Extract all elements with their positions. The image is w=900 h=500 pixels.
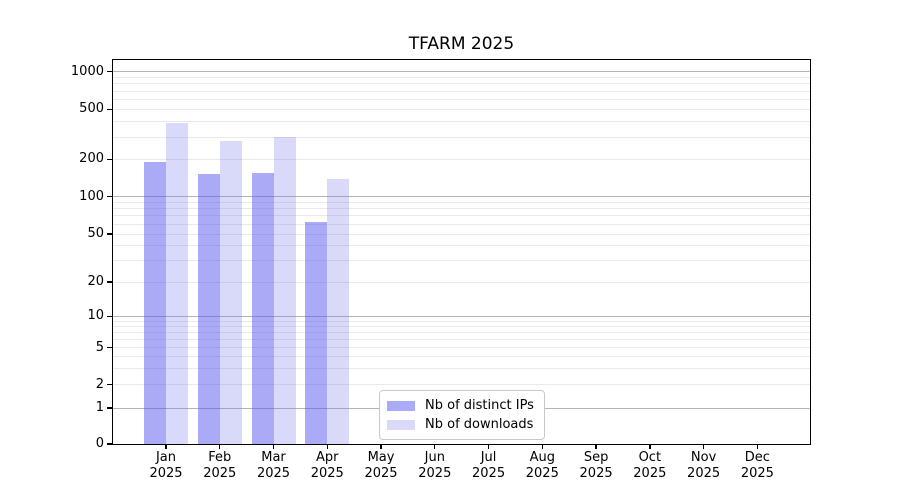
x-tick-mark <box>272 444 275 449</box>
minor-gridline <box>113 356 810 358</box>
y-tick-label: 1000 <box>70 63 104 79</box>
legend-label-distinct-ips: Nb of distinct IPs <box>425 398 534 413</box>
y-tick-mark <box>107 443 112 445</box>
minor-gridline <box>113 384 810 386</box>
minor-gridline <box>113 320 810 322</box>
x-tick-mark <box>649 444 651 449</box>
x-tick-mark <box>541 444 543 449</box>
x-tick-mark <box>380 444 382 449</box>
minor-gridline <box>113 367 810 369</box>
y-tick-label: 0 <box>95 436 104 451</box>
bar-distinct-ips-feb <box>197 174 220 444</box>
x-tick-mark <box>434 444 436 449</box>
minor-gridline <box>113 208 810 210</box>
minor-gridline <box>113 332 810 333</box>
minor-gridline <box>113 201 810 203</box>
y-tick-mark <box>107 384 112 386</box>
bar-downloads-apr <box>327 178 350 444</box>
x-tick-label-oct: Oct 2025 <box>633 450 667 481</box>
y-tick-mark <box>107 407 112 409</box>
x-tick-label-aug: Aug 2025 <box>525 450 559 481</box>
minor-gridline <box>113 76 810 78</box>
x-tick-mark <box>165 444 167 449</box>
bar-distinct-ips-apr <box>305 221 328 444</box>
x-tick-mark <box>595 444 597 449</box>
y-tick-mark <box>107 347 112 349</box>
minor-gridline <box>113 83 810 85</box>
chart-title: TFARM 2025 <box>408 34 515 54</box>
y-tick-label: 50 <box>87 226 104 241</box>
minor-gridline <box>113 120 810 122</box>
x-tick-label-jun: Jun 2025 <box>418 450 452 481</box>
minor-gridline <box>113 339 810 340</box>
legend-row-downloads: Nb of downloads <box>387 415 535 434</box>
y-tick-label: 10 <box>87 308 104 324</box>
minor-gridline <box>113 245 810 247</box>
minor-gridline <box>113 136 810 138</box>
major-gridline <box>113 315 810 317</box>
legend-swatch-downloads <box>387 419 415 430</box>
x-tick-label-nov: Nov 2025 <box>687 450 721 481</box>
y-tick-label: 2 <box>95 376 104 392</box>
y-tick-mark <box>107 158 112 160</box>
y-tick-label: 1 <box>95 400 104 415</box>
minor-gridline <box>113 223 810 225</box>
bar-downloads-mar <box>273 137 296 444</box>
x-tick-label-dec: Dec 2025 <box>740 450 774 481</box>
y-tick-mark <box>107 108 112 110</box>
minor-gridline <box>113 347 810 349</box>
legend-swatch-distinct-ips <box>387 400 415 411</box>
x-tick-label-may: May 2025 <box>364 450 398 481</box>
minor-gridline <box>113 98 810 100</box>
x-tick-mark <box>702 444 705 449</box>
minor-gridline <box>113 260 810 262</box>
x-tick-mark <box>326 444 328 449</box>
y-tick-mark <box>107 233 112 235</box>
plot-area: Nb of distinct IPs Nb of downloads <box>112 59 811 445</box>
minor-gridline <box>113 233 810 235</box>
major-gridline <box>113 71 810 73</box>
y-tick-mark <box>107 281 112 283</box>
x-tick-label-jul: Jul 2025 <box>472 450 506 481</box>
bar-downloads-feb <box>219 140 242 444</box>
x-tick-label-sep: Sep 2025 <box>579 450 613 481</box>
y-tick-mark <box>107 315 112 317</box>
x-tick-label-jan: Jan 2025 <box>149 450 183 481</box>
y-tick-label: 100 <box>79 188 104 204</box>
bar-distinct-ips-jan <box>144 162 166 444</box>
minor-gridline <box>113 90 810 92</box>
x-tick-label-mar: Mar 2025 <box>256 450 291 481</box>
minor-gridline <box>113 158 810 160</box>
minor-gridline <box>113 108 810 110</box>
major-gridline <box>113 196 810 198</box>
y-tick-label: 20 <box>87 274 104 289</box>
x-tick-mark <box>219 444 221 449</box>
minor-gridline <box>113 325 810 327</box>
x-tick-mark <box>756 444 759 449</box>
y-tick-mark <box>107 196 112 198</box>
bar-downloads-jan <box>166 122 188 444</box>
x-tick-label-apr: Apr 2025 <box>310 450 344 481</box>
y-tick-label: 500 <box>79 101 104 117</box>
x-tick-mark <box>487 444 490 449</box>
minor-gridline <box>113 281 810 283</box>
legend: Nb of distinct IPs Nb of downloads <box>379 390 545 440</box>
legend-row-distinct-ips: Nb of distinct IPs <box>387 396 535 415</box>
bar-distinct-ips-mar <box>251 173 274 444</box>
y-tick-label: 5 <box>95 339 104 355</box>
y-tick-label: 200 <box>79 151 104 167</box>
y-tick-mark <box>107 71 112 73</box>
x-tick-label-feb: Feb 2025 <box>203 450 237 481</box>
legend-label-downloads: Nb of downloads <box>425 417 534 432</box>
minor-gridline <box>113 215 810 217</box>
